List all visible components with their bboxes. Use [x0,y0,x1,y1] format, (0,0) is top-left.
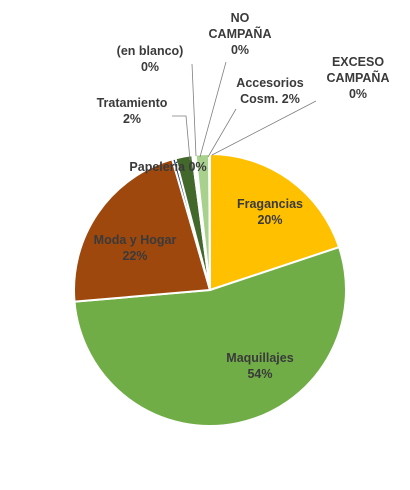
leader-line-exceso-campana [211,100,317,156]
leader-line-en-blanco [191,63,197,157]
data-label-line: Accesorios [236,76,303,90]
data-label-accesorios-cosm: Accesorios Cosm. 2% [236,76,303,106]
data-label-line: CAMPAÑA [209,26,272,41]
data-label-exceso-campana: EXCESO CAMPAÑA 0% [327,55,390,101]
data-label-line: CAMPAÑA [327,70,390,85]
data-label-line: 2% [123,112,141,126]
data-label-line: Moda y Hogar [94,233,177,247]
leader-line-no-campana [199,61,227,158]
data-label-line: 54% [247,367,272,381]
data-label-line: 0% [141,60,159,74]
data-label-line: 0% [231,43,249,57]
data-label-papeleria: Papelería 0% [129,160,206,174]
pie-slices [73,152,347,427]
data-label-no-campana: NO CAMPAÑA 0% [209,11,272,57]
pie-slice-fragancias [209,152,341,292]
data-label-maquillajes: Maquillajes 54% [226,351,293,381]
data-label-line: NO [231,11,250,25]
data-label-line: 20% [257,213,282,227]
data-label-line: 0% [349,87,367,101]
leader-line-accesorios-cosm [207,108,237,158]
leader-line-tratamiento [172,115,191,161]
data-label-moda-y-hogar: Moda y Hogar 22% [94,233,177,263]
slice-labels: Fragancias 20% Maquillajes 54% Moda y Hogar 2… [94,11,390,381]
pie-slice-moda-y-hogar [73,158,212,303]
leader-lines [172,61,317,161]
data-label-line: Tratamiento [97,96,168,110]
data-label-en-blanco: (en blanco) 0% [117,44,184,74]
data-label-fragancias: Fragancias 20% [237,197,303,227]
data-label-line: 22% [122,249,147,263]
data-label-line: (en blanco) [117,44,184,58]
data-label-line: Maquillajes [226,351,293,365]
data-label-line: Cosm. 2% [240,92,300,106]
data-label-line: Fragancias [237,197,303,211]
data-label-line: Papelería 0% [129,160,206,174]
pie-slice-exceso-campana [208,152,211,291]
data-label-line: EXCESO [332,55,384,69]
data-label-tratamiento: Tratamiento 2% [97,96,168,126]
pie-slice-maquillajes [73,245,347,427]
